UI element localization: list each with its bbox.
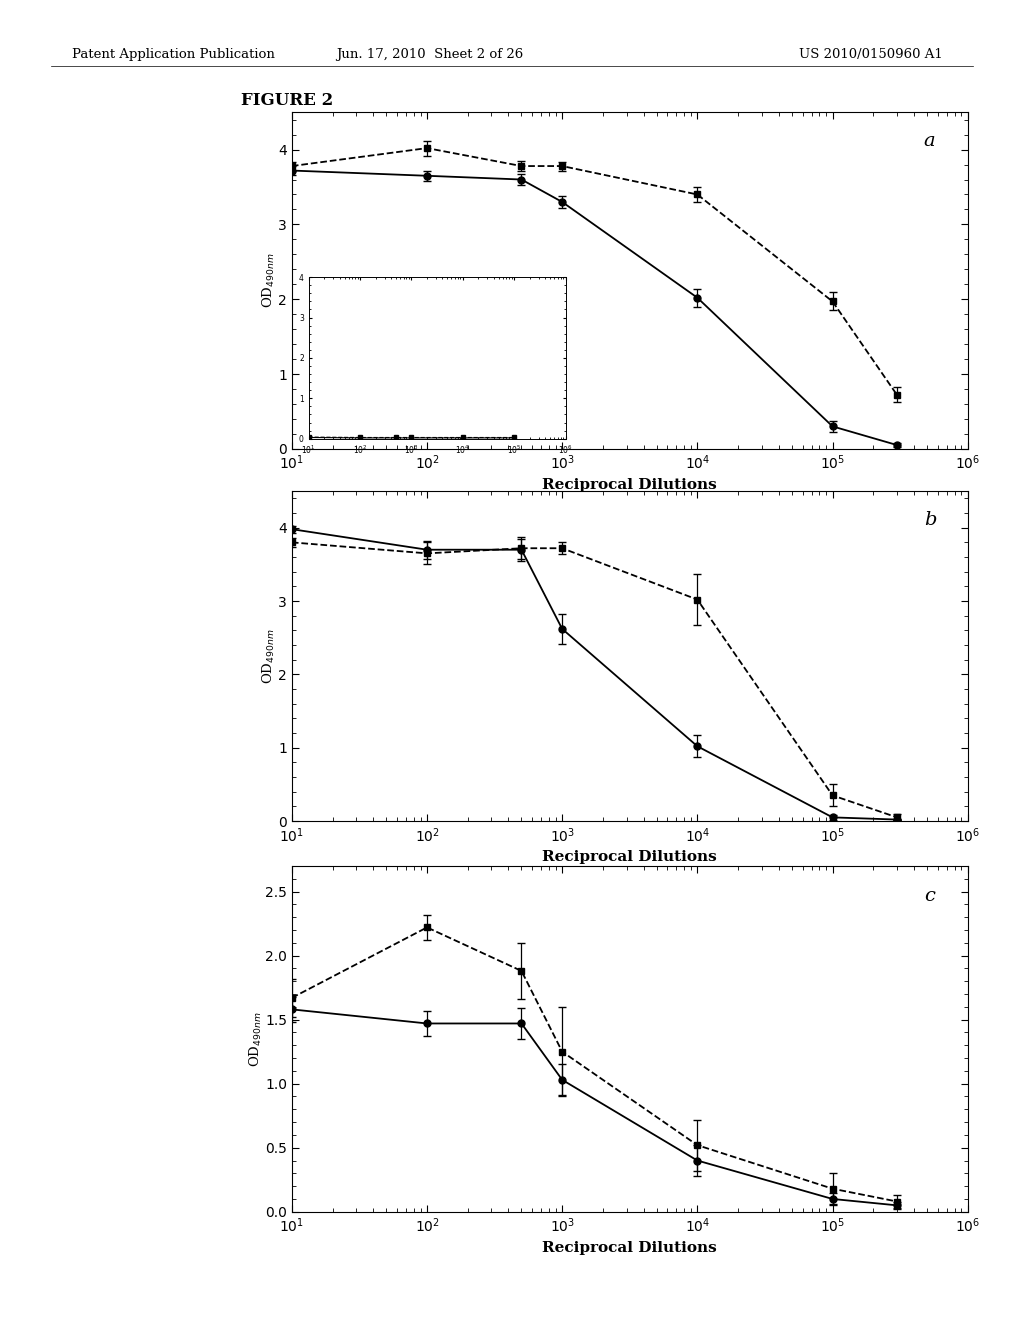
X-axis label: Reciprocal Dilutions: Reciprocal Dilutions (543, 850, 717, 865)
Text: US 2010/0150960 A1: US 2010/0150960 A1 (799, 48, 942, 61)
Text: c: c (924, 887, 935, 904)
Text: Jun. 17, 2010  Sheet 2 of 26: Jun. 17, 2010 Sheet 2 of 26 (337, 48, 523, 61)
Text: Patent Application Publication: Patent Application Publication (72, 48, 274, 61)
Text: FIGURE 2: FIGURE 2 (241, 92, 333, 110)
X-axis label: Reciprocal Dilutions: Reciprocal Dilutions (543, 478, 717, 492)
Y-axis label: OD$_{490nm}$: OD$_{490nm}$ (261, 628, 276, 684)
X-axis label: Reciprocal Dilutions: Reciprocal Dilutions (543, 1241, 717, 1255)
Text: b: b (924, 511, 936, 529)
Text: a: a (924, 132, 935, 150)
Y-axis label: OD$_{490nm}$: OD$_{490nm}$ (261, 252, 276, 309)
Y-axis label: OD$_{490nm}$: OD$_{490nm}$ (248, 1011, 263, 1067)
